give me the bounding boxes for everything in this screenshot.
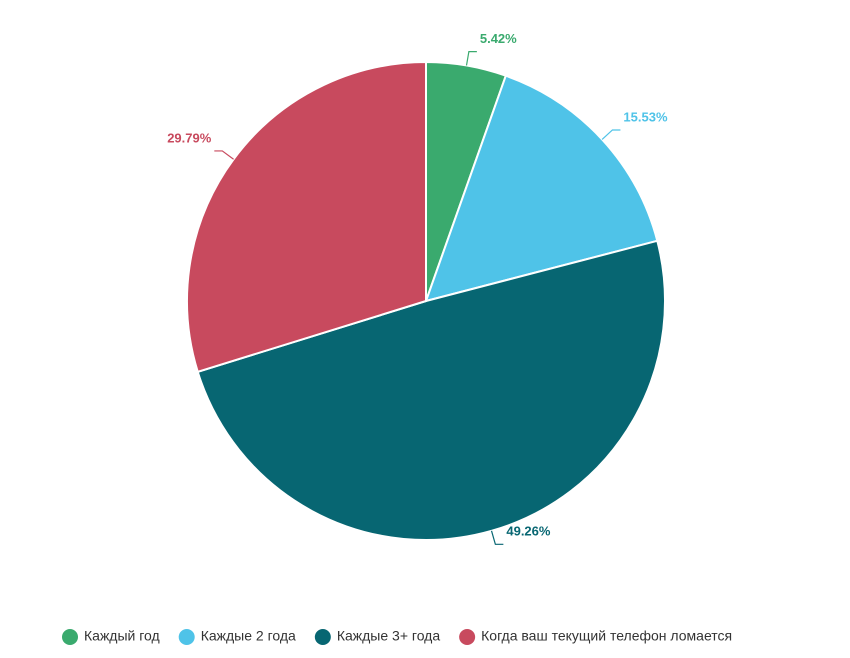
legend-label: Каждые 3+ года <box>337 628 441 644</box>
legend-label: Каждый год <box>84 628 160 644</box>
leader-line <box>601 129 621 140</box>
pie-slice <box>424 74 659 303</box>
legend-label: Каждые 2 года <box>201 628 296 644</box>
value-label: 29.79% <box>167 130 212 145</box>
legend-marker <box>178 629 195 645</box>
value-label: 15.53% <box>623 109 668 124</box>
legend-marker <box>459 629 476 645</box>
value-label: 49.26% <box>506 524 551 539</box>
legend-label: Когда ваш текущий телефон ломается <box>481 628 732 644</box>
legend-marker <box>314 629 331 645</box>
leader-line <box>214 150 234 160</box>
leader-line <box>490 530 504 545</box>
pie-slice <box>186 60 427 374</box>
value-label: 5.42% <box>480 31 517 46</box>
legend-marker <box>62 629 78 645</box>
leader-line <box>465 51 477 66</box>
